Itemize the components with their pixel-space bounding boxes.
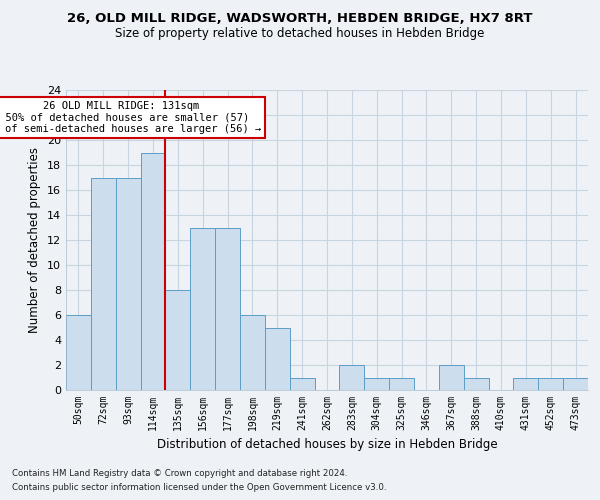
Y-axis label: Number of detached properties: Number of detached properties bbox=[28, 147, 41, 333]
Text: Size of property relative to detached houses in Hebden Bridge: Size of property relative to detached ho… bbox=[115, 28, 485, 40]
Text: Contains HM Land Registry data © Crown copyright and database right 2024.: Contains HM Land Registry data © Crown c… bbox=[12, 468, 347, 477]
Bar bbox=[340, 365, 364, 390]
Text: 26, OLD MILL RIDGE, WADSWORTH, HEBDEN BRIDGE, HX7 8RT: 26, OLD MILL RIDGE, WADSWORTH, HEBDEN BR… bbox=[67, 12, 533, 26]
Bar bbox=[116, 178, 140, 390]
Bar bbox=[538, 378, 563, 390]
Bar bbox=[215, 228, 240, 390]
Bar bbox=[190, 228, 215, 390]
Bar bbox=[240, 315, 265, 390]
Bar bbox=[563, 378, 588, 390]
Bar bbox=[514, 378, 538, 390]
Bar bbox=[439, 365, 464, 390]
Bar bbox=[389, 378, 414, 390]
Text: Contains public sector information licensed under the Open Government Licence v3: Contains public sector information licen… bbox=[12, 484, 386, 492]
Bar bbox=[166, 290, 190, 390]
Bar bbox=[66, 315, 91, 390]
Bar bbox=[364, 378, 389, 390]
Text: 26 OLD MILL RIDGE: 131sqm
← 50% of detached houses are smaller (57)
50% of semi-: 26 OLD MILL RIDGE: 131sqm ← 50% of detac… bbox=[0, 101, 262, 134]
Bar bbox=[290, 378, 314, 390]
Bar bbox=[464, 378, 488, 390]
Bar bbox=[265, 328, 290, 390]
X-axis label: Distribution of detached houses by size in Hebden Bridge: Distribution of detached houses by size … bbox=[157, 438, 497, 452]
Bar bbox=[91, 178, 116, 390]
Bar bbox=[140, 152, 166, 390]
